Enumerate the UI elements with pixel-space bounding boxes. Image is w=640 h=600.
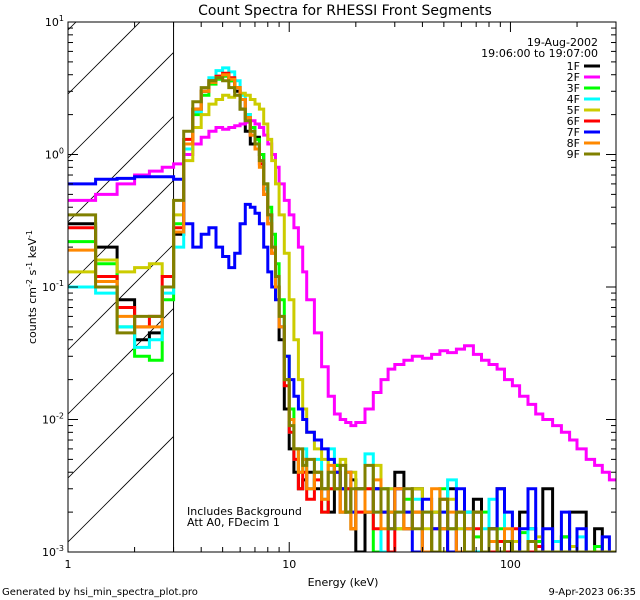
legend-label-4F: 4F [567,93,580,106]
hatch-lines [68,22,174,543]
hatch-line [68,52,174,159]
series-lines [68,66,616,552]
series-4F-line [68,66,616,552]
legend-label-1F: 1F [567,60,580,73]
x-axis-label: Energy (keV) [308,576,379,589]
x-tick-label: 10 [282,558,296,571]
series-7F-line [68,175,616,552]
plot-frame [67,21,617,553]
time-label: 19:06:00 to 19:07:00 [481,47,598,60]
x-tick-label: 100 [500,558,521,571]
series-6F-line [68,71,616,552]
date-label: 19-Aug-2002 [527,36,598,49]
legend-label-8F: 8F [567,137,580,150]
y-tick-label: 101 [45,14,64,29]
legend-label-6F: 6F [567,115,580,128]
series-3F-line [68,74,616,552]
legend-label-2F: 2F [567,71,580,84]
y-tick-label: 10-1 [42,279,64,294]
series-2F-line [68,119,616,482]
footer-generated-by: Generated by hsi_min_spectra_plot.pro [2,587,198,598]
footer-timestamp: 9-Apr-2023 06:35 [549,587,636,598]
y-axis-label: counts cm-2 s-1 keV-1 [25,230,39,344]
hatch-line [68,22,77,31]
legend-label-5F: 5F [567,104,580,117]
hatch-line [68,372,174,479]
y-tick-label: 100 [45,147,64,162]
series-1F-line [68,73,616,552]
series-9F-line [68,76,616,552]
y-tick-label: 10-2 [42,412,64,427]
hatch-line [68,436,174,543]
legend-label-7F: 7F [567,126,580,139]
chart-title: Count Spectra for RHESSI Front Segments [198,3,492,19]
x-tick-label: 1 [65,558,72,571]
hatched-region [68,22,175,552]
annotation-attenuator: Att A0, FDecim 1 [187,516,280,529]
legend-label-9F: 9F [567,148,580,161]
y-tick-label: 10-3 [42,544,64,559]
annotation-background: Includes Background [187,505,302,518]
hatch-line [68,116,174,223]
hatch-line [68,180,174,287]
legend-label-3F: 3F [567,82,580,95]
series-8F-line [68,73,616,552]
hatch-line [68,22,141,95]
axes: 1 10 100 10-3 10-2 10-1 100 101 [42,14,617,571]
hatch-line [68,244,174,351]
